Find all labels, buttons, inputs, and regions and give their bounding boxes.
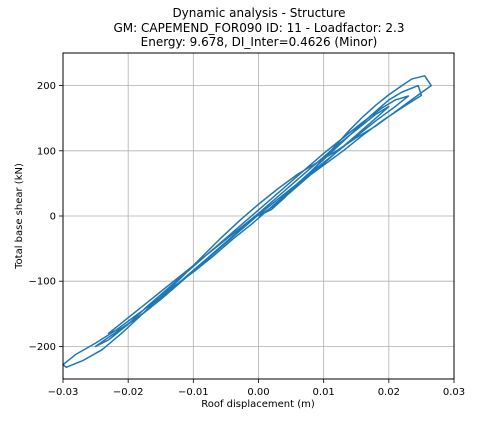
y-tick-label: −100 — [29, 277, 56, 288]
x-tick-label: 0.02 — [378, 387, 400, 398]
x-axis-label: Roof displacement (m) — [201, 399, 315, 410]
plot-area — [62, 75, 432, 369]
x-tick-label: −0.01 — [178, 387, 209, 398]
y-tick-label: −200 — [29, 342, 56, 353]
series-line — [62, 75, 432, 369]
x-tick-label: 0.03 — [443, 387, 465, 398]
y-tick-label: 100 — [37, 146, 56, 157]
y-axis-label: Total base shear (kN) — [14, 163, 25, 270]
x-tick-label: −0.02 — [113, 387, 144, 398]
x-tick-label: 0.00 — [247, 387, 269, 398]
chart-title-line-1: Dynamic analysis - Structure — [172, 6, 345, 20]
x-tick-label: −0.03 — [48, 387, 79, 398]
chart-title-line-2: GM: CAPEMEND_FOR090 ID: 11 - Loadfactor:… — [113, 21, 404, 35]
y-axis: −200 −100 0 100 200 — [29, 81, 63, 353]
x-axis: −0.03 −0.02 −0.01 0.00 0.01 0.02 0.03 — [48, 379, 465, 398]
chart-title-line-3: Energy: 9.678, DI_Inter=0.4626 (Minor) — [141, 35, 378, 49]
y-tick-label: 0 — [50, 212, 56, 223]
x-tick-label: 0.01 — [313, 387, 335, 398]
y-tick-label: 200 — [37, 81, 56, 92]
